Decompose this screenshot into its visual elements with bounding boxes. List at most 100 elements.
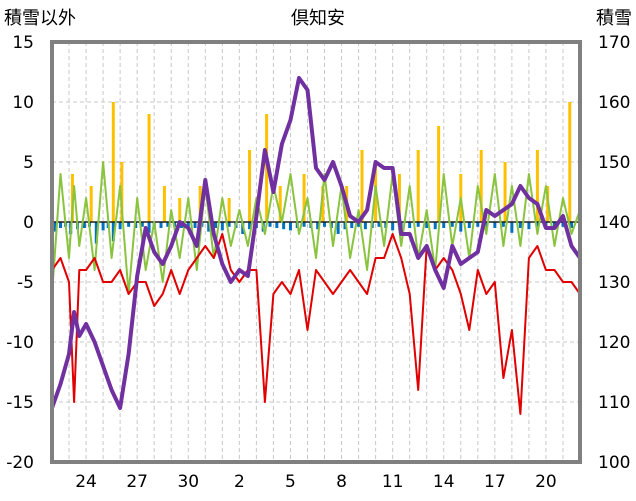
bar-1-15 [147,222,151,233]
left-tick-label: -10 [6,333,34,353]
gridlines [52,42,580,462]
bar-1-66 [518,222,522,228]
bar-1-68 [535,222,539,227]
bar-1-7 [94,222,98,244]
bar-1-8 [101,222,105,231]
bar-1-34 [275,222,279,228]
bar-0-7 [198,186,202,222]
x-tick-label: 8 [336,472,347,492]
bar-1-0 [53,222,57,232]
bar-1-1 [59,222,63,228]
bar-1-26 [220,222,224,231]
bar-1-67 [527,222,531,230]
bar-1-64 [501,222,505,227]
bar-1-10 [111,222,115,242]
bar-1-14 [140,222,144,227]
bar-1-55 [425,222,429,228]
left-tick-label: -15 [6,393,34,413]
right-tick-label: 120 [598,333,630,353]
right-tick-label: 130 [598,273,630,293]
plot-frame [50,40,582,464]
bar-0-13 [321,186,325,222]
bar-0-6 [178,198,182,222]
x-tick-label: 20 [535,472,557,492]
bar-1-17 [159,222,163,228]
bar-0-18 [416,150,420,222]
bar-1-63 [493,222,497,228]
bar-0-8 [227,198,231,222]
bar-1-47 [363,222,367,230]
bar-1-49 [377,222,381,227]
bar-0-19 [437,126,441,222]
bar-0-2 [111,102,115,222]
right-tick-label: 100 [598,453,630,473]
x-tick-label: 5 [285,472,296,492]
bar-1-53 [408,222,412,228]
bar-1-25 [214,222,218,228]
bar-1-56 [433,222,437,230]
bar-0-15 [360,150,364,222]
right-tick-label: 140 [598,213,630,233]
bar-1-22 [193,222,197,228]
bar-1-38 [302,222,306,227]
bar-1-71 [561,222,565,227]
x-tick-label: 24 [75,472,97,492]
right-axis-ticks: 170 160 150 140 130 120 110 100 [598,33,630,473]
bar-1-41 [323,222,327,227]
left-tick-label: 5 [23,153,34,173]
bar-1-72 [569,222,573,228]
bar-1-54 [416,222,420,227]
bar-1-18 [166,222,170,227]
left-axis-title: 積雪以外 [4,8,76,29]
x-tick-label: 14 [433,472,455,492]
left-axis-ticks: 15 10 5 0 -5 -10 -15 -20 [6,33,34,473]
bar-1-44 [343,222,347,230]
bar-1-62 [484,222,488,230]
chart-title: 倶知安 [291,8,345,29]
bar-1-33 [268,222,272,227]
right-tick-label: 160 [598,93,630,113]
bar-1-46 [357,222,361,227]
bar-1-24 [207,222,211,232]
right-tick-label: 110 [598,393,630,413]
bar-0-9 [248,150,252,222]
line-series [50,76,582,415]
bar-0-11 [278,186,282,222]
bar-0-21 [479,150,483,222]
series-line-2 [51,161,581,295]
bar-1-43 [336,222,340,234]
bar-1-12 [127,222,131,227]
x-tick-label: 11 [382,472,404,492]
bar-0-17 [397,174,401,222]
x-tick-label: 2 [234,472,245,492]
right-tick-label: 170 [598,33,630,53]
series-line-1 [51,233,581,415]
bar-0-23 [535,150,539,222]
bar-0-3 [120,162,124,222]
left-tick-label: -5 [17,273,34,293]
x-tick-label: 17 [484,472,506,492]
bar-1-5 [82,222,86,228]
bar-1-30 [248,222,252,230]
left-tick-label: 0 [23,213,34,233]
bar-1-61 [476,222,480,227]
bar-1-57 [442,222,446,228]
right-axis-title: 積雪 [596,8,632,29]
x-tick-label: 27 [126,472,148,492]
bar-1-60 [467,222,471,228]
bar-1-27 [227,222,231,227]
bar-1-58 [450,222,454,227]
bar-1-45 [350,222,354,228]
series-line-0 [50,76,582,410]
x-axis-ticks: 24 27 30 2 5 8 11 14 17 20 [75,472,557,492]
bar-1-11 [118,222,122,230]
left-tick-label: 15 [12,33,34,53]
bar-0-12 [302,174,306,222]
bar-0-22 [503,162,507,222]
bar-0-4 [147,114,151,222]
bar-0-1 [89,186,93,222]
right-tick-label: 150 [598,153,630,173]
bar-0-25 [568,102,572,222]
bar-1-40 [316,222,320,230]
